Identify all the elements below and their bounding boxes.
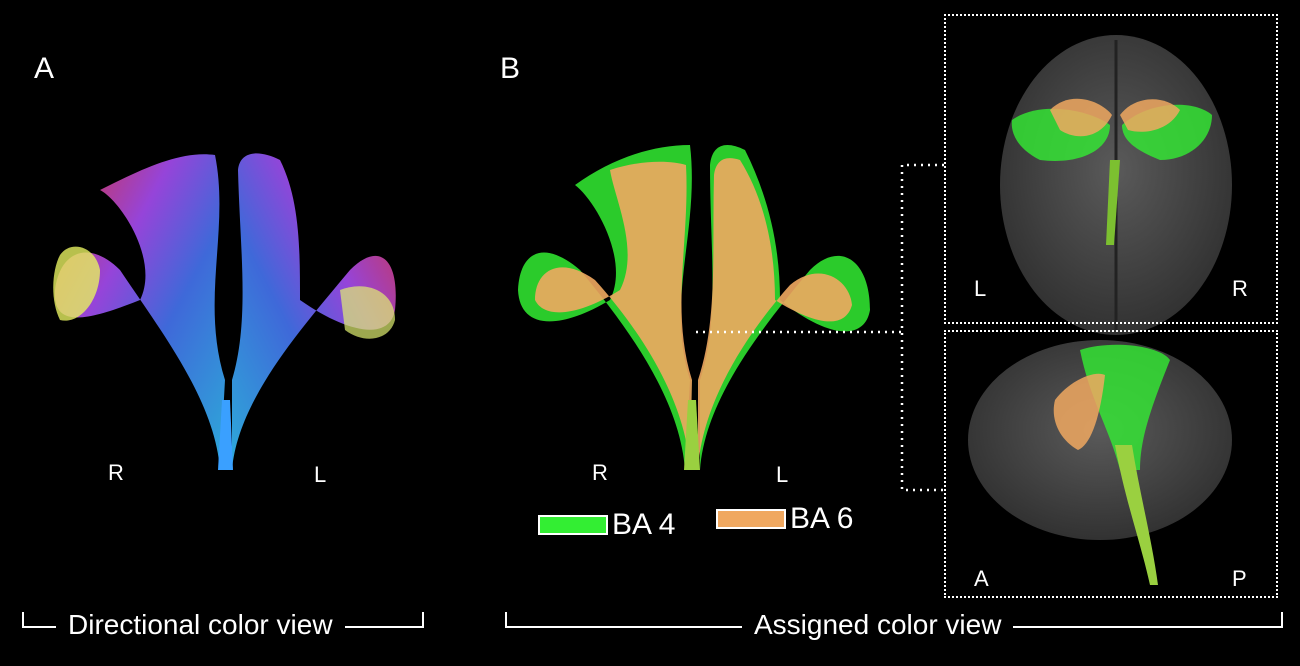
sagittal-view-inset [944, 330, 1278, 598]
legend-ba6-label: BA 6 [790, 502, 854, 535]
legend-ba6-swatch [716, 509, 786, 529]
panel-b-caption: Assigned color view [742, 611, 1014, 639]
panel-b-orientation-right: L [776, 462, 789, 487]
panel-b-orientation-left: R [592, 460, 608, 485]
axial-view-inset [944, 14, 1278, 324]
directional-tract-rendering [53, 153, 396, 471]
sagittal-view-right-label: P [1232, 566, 1247, 591]
panel-a-orientation-left: R [108, 460, 124, 485]
panel-a-orientation-right: L [314, 462, 327, 487]
axial-brain-view [1000, 35, 1232, 335]
axial-view-right-label: R [1232, 276, 1248, 301]
sagittal-brain-view [968, 340, 1232, 585]
connector-lines [696, 163, 944, 492]
panel-a-label: A [34, 52, 55, 85]
legend-ba4-label: BA 4 [612, 508, 676, 541]
legend-ba4-swatch [538, 515, 608, 535]
assigned-color-tract-rendering [518, 145, 870, 470]
axial-view-left-label: L [974, 276, 987, 301]
sagittal-view-left-label: A [974, 566, 989, 591]
panel-a-caption: Directional color view [56, 611, 345, 639]
panel-b-label: B [500, 52, 521, 85]
